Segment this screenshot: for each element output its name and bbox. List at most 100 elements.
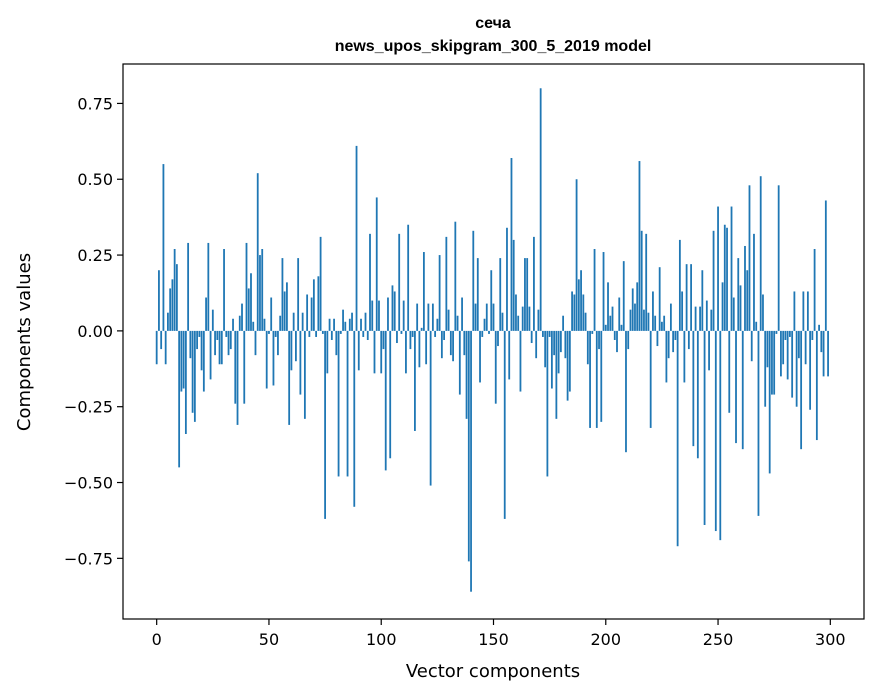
bar [252, 321, 255, 331]
bar [694, 306, 697, 331]
bar [333, 318, 335, 331]
bar [167, 312, 169, 331]
bar [701, 270, 704, 331]
bar [256, 173, 259, 331]
bar [207, 242, 210, 331]
bar [218, 330, 221, 365]
bar [726, 227, 728, 331]
bar [656, 330, 659, 347]
bar [371, 300, 374, 331]
bar [474, 303, 477, 331]
bar [593, 249, 596, 331]
bar [317, 276, 320, 331]
bar [155, 330, 158, 365]
bar [537, 309, 540, 331]
bar [158, 270, 160, 331]
bars-group [155, 88, 829, 592]
bar [793, 291, 796, 331]
bar [678, 239, 681, 331]
bar [301, 312, 304, 331]
bar [319, 236, 322, 331]
bar [728, 330, 731, 413]
bar [429, 330, 432, 486]
chart-subtitle: news_upos_skipgram_300_5_2019 model [335, 38, 652, 55]
bar [672, 330, 675, 353]
bar [625, 330, 627, 453]
bar [791, 330, 794, 398]
bar [607, 282, 609, 331]
bar [211, 309, 214, 331]
chart-title: сеча [475, 15, 511, 32]
bar [764, 330, 767, 407]
bar [827, 330, 829, 377]
bar [741, 330, 744, 450]
bar [440, 330, 443, 359]
bar [699, 306, 701, 331]
bar [658, 267, 661, 331]
bar [717, 206, 719, 331]
bar [746, 270, 749, 331]
y-axis-label: Components values [14, 253, 35, 431]
bar [512, 239, 515, 331]
bar [411, 330, 414, 337]
bar [744, 245, 746, 331]
bar [407, 224, 410, 331]
bar [589, 330, 591, 428]
y-tick-label: −0.75 [64, 549, 113, 568]
bar [315, 330, 318, 337]
bar [342, 309, 344, 331]
bar [750, 330, 753, 362]
bar [288, 330, 291, 425]
bar [290, 330, 293, 371]
bar [508, 330, 511, 380]
bar [533, 236, 535, 331]
bar [382, 330, 385, 350]
bar [187, 242, 190, 331]
bar [573, 294, 576, 331]
bar [786, 330, 789, 380]
bar [348, 318, 351, 331]
bar [414, 330, 416, 431]
bar [445, 236, 448, 331]
bar [312, 279, 315, 331]
bar [501, 312, 504, 331]
bar [683, 330, 686, 383]
bar [360, 318, 362, 331]
bar [676, 330, 679, 547]
bar [229, 330, 232, 350]
bar [346, 330, 349, 477]
bar [398, 233, 401, 331]
bar [326, 330, 329, 374]
bar [351, 312, 353, 331]
x-axis: 0 50 100 150 200 250 300 [152, 619, 846, 649]
bar [337, 330, 340, 477]
bar [193, 330, 196, 422]
bar [723, 224, 726, 331]
bar [690, 264, 692, 331]
bar [824, 200, 827, 331]
bar [324, 330, 326, 519]
bar [328, 318, 331, 331]
bar [759, 176, 762, 331]
bar [811, 330, 814, 340]
bar [279, 315, 282, 331]
bar [710, 309, 713, 331]
bar [292, 312, 295, 331]
bar [353, 330, 356, 507]
bar [216, 330, 219, 340]
bar [548, 330, 551, 337]
bar [542, 330, 544, 337]
y-tick-label: −0.50 [64, 474, 113, 493]
bar [526, 258, 529, 331]
bar [476, 258, 479, 331]
bar [721, 282, 724, 331]
bar [200, 330, 203, 371]
bar [223, 249, 225, 331]
bar [524, 258, 526, 331]
bar [303, 330, 306, 419]
bar [530, 330, 533, 344]
bar [708, 330, 710, 371]
bar [645, 233, 648, 331]
